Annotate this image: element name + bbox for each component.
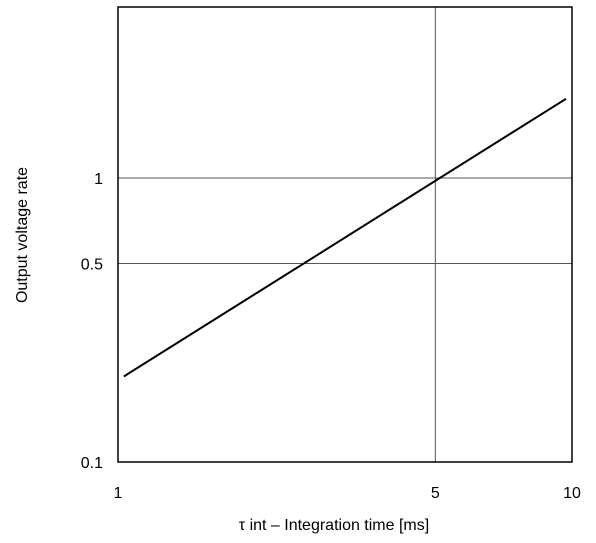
y-tick-label-1: 0.5 [81, 256, 103, 273]
series-layer [123, 97, 567, 378]
series-line-0 [123, 97, 567, 378]
x-tick-label-0: 1 [114, 485, 123, 502]
y-axis-label: Output voltage rate [14, 167, 31, 303]
x-axis-label: τ int – Integration time [ms] [239, 517, 429, 534]
grid-layer [118, 7, 572, 462]
x-tick-labels: 1 5 10 [114, 485, 581, 502]
x-tick-label-1: 5 [431, 485, 440, 502]
x-tick-label-2: 10 [563, 485, 581, 502]
plot-frame [117, 6, 573, 463]
y-tick-labels: 0.1 0.5 1 [81, 171, 103, 472]
y-tick-label-2: 1 [94, 171, 103, 188]
y-tick-label-0: 0.1 [81, 455, 103, 472]
